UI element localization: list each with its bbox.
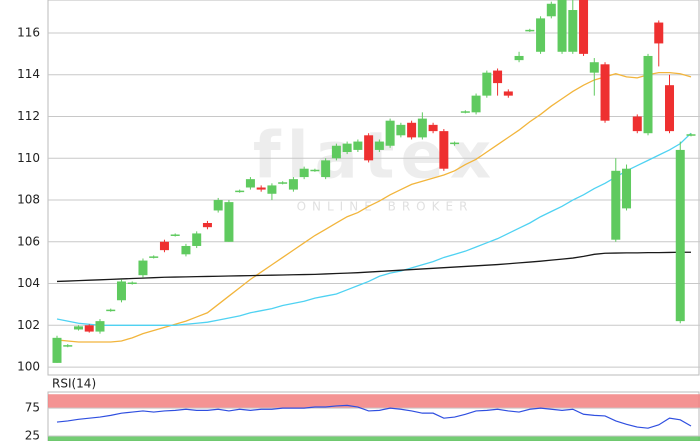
candle-body — [450, 142, 460, 145]
candle-body — [514, 55, 524, 61]
y-tick-label: 108 — [17, 193, 40, 207]
rsi-band — [48, 435, 700, 441]
candle-body — [643, 55, 653, 134]
y-tick-label: 106 — [17, 234, 40, 248]
candle-body — [256, 187, 266, 190]
candle-body — [568, 10, 578, 52]
candle-body — [149, 256, 159, 258]
candle-body — [138, 260, 148, 276]
candle-body — [525, 29, 535, 32]
candle-body — [385, 120, 395, 146]
candle-body — [686, 134, 696, 136]
candle-body — [310, 169, 320, 172]
candle-body — [213, 200, 223, 211]
candle-body — [654, 22, 664, 44]
candle-body — [95, 321, 105, 332]
candle-body — [202, 222, 212, 228]
candle-body — [493, 70, 503, 84]
candle-body — [471, 95, 481, 113]
y-tick-label: 100 — [17, 360, 40, 374]
candle-body — [589, 62, 599, 73]
candle-body — [52, 337, 62, 363]
candle-body — [622, 168, 632, 209]
candle-body — [665, 85, 675, 132]
rsi-title: RSI(14) — [52, 377, 96, 391]
candle-body — [321, 160, 331, 178]
candle-body — [331, 145, 341, 159]
y-tick-label: 104 — [17, 276, 40, 290]
rsi-line — [56, 404, 692, 429]
candle-body — [396, 124, 406, 136]
candle-body — [342, 143, 352, 153]
candle-body — [557, 0, 567, 52]
candle-body — [84, 325, 94, 332]
y-tick-label: 102 — [17, 318, 40, 332]
candle-body — [460, 111, 470, 113]
candle-body — [546, 3, 556, 17]
candle-body — [159, 241, 169, 251]
candle-body — [181, 245, 191, 255]
candle-body — [299, 168, 309, 178]
moving-average-line — [56, 251, 691, 283]
candle-body — [611, 170, 621, 240]
candle-body — [417, 118, 427, 138]
candle-body — [353, 141, 363, 150]
y-tick-label: 25 — [25, 428, 40, 441]
candle-body — [600, 64, 610, 121]
candle-body — [192, 233, 202, 246]
moving-average-line — [56, 132, 692, 326]
plot — [52, 0, 696, 363]
watermark-subtitle: ONLINE BROKER — [297, 200, 474, 214]
candle-body — [106, 309, 116, 312]
candle-body — [482, 72, 492, 96]
candle-body — [267, 185, 277, 194]
moving-average-line — [56, 72, 692, 343]
candle-body — [235, 190, 245, 193]
y-tick-label: 75 — [25, 401, 40, 415]
y-tick-label: 112 — [17, 109, 40, 123]
y-tick-label: 114 — [17, 67, 40, 81]
candle-body — [288, 179, 298, 190]
candle-body — [632, 116, 642, 132]
candle-body — [428, 124, 438, 132]
candle-body — [364, 135, 374, 161]
candle-body — [675, 149, 685, 322]
candle-body — [374, 141, 384, 150]
candle-body — [63, 345, 73, 347]
candle-body — [503, 91, 513, 96]
candle-body — [245, 179, 255, 188]
y-tick-label: 110 — [17, 151, 40, 165]
y-tick-label: 116 — [17, 25, 40, 39]
candle-body — [116, 281, 126, 301]
candle-body — [224, 202, 234, 242]
rsi-band — [48, 394, 700, 409]
candle-body — [278, 182, 288, 184]
candle-body — [536, 18, 546, 52]
candle-body — [579, 0, 589, 54]
rsi-plot — [48, 394, 700, 441]
candle-body — [170, 234, 180, 236]
candle-body — [73, 326, 83, 330]
candle-body — [127, 282, 137, 285]
rsi-title-box — [50, 378, 102, 391]
candle-body — [407, 122, 417, 138]
candle-body — [439, 131, 449, 169]
